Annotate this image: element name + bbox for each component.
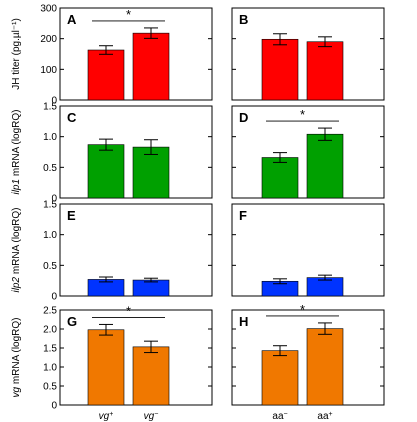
x-category-sup: − (284, 411, 288, 418)
panel-label: E (67, 208, 76, 223)
bar (87, 49, 125, 101)
x-category-label: vg− (144, 411, 159, 422)
bar (261, 157, 299, 199)
panel-G: G 0 0.5 1.0 1.5 2.0 2.5 vg mRNA (logRQ) * (11, 303, 213, 412)
x-category-sup: + (109, 411, 113, 418)
y-tick-label: 0.5 (43, 163, 57, 174)
y-tick-label: 2.5 (43, 306, 57, 317)
y-tick-label: 0 (51, 292, 57, 303)
y-tick-label: 1.5 (43, 200, 57, 211)
y-tick-label: 0 (51, 96, 57, 107)
y-tick-label: 0 (51, 194, 57, 205)
y-tick-label: 200 (40, 34, 57, 45)
x-category-sup: + (329, 411, 333, 418)
y-axis-label: JH titer (pg.µl⁻¹) (11, 18, 22, 90)
panel-C: C 0 0.5 1.0 1.5 ilp1 mRNA (logRQ) (11, 102, 213, 205)
y-axis-label-gene: ilp2 (11, 277, 22, 293)
bar (306, 328, 344, 406)
panel-B: B (231, 7, 385, 101)
panel-D: D * (231, 105, 385, 199)
bar (132, 346, 170, 406)
y-axis-label-unit: mRNA (logRQ) (11, 207, 22, 276)
y-tick-label: 2.0 (43, 325, 57, 336)
y-axis-label-gene: ilp1 (11, 179, 22, 195)
bar (261, 350, 299, 406)
panel-E: E 0 0.5 1.0 1.5 ilp2 mRNA (logRQ) (11, 200, 213, 303)
bar (87, 144, 125, 199)
bar (132, 279, 170, 297)
panel-label: H (239, 314, 248, 329)
x-category-base: vg (144, 411, 155, 422)
x-category-label: aa− (272, 411, 287, 422)
y-tick-label: 1.5 (43, 344, 57, 355)
panel-label: C (67, 110, 77, 125)
panel-label: G (67, 314, 77, 329)
significance-star: * (126, 7, 131, 22)
x-category-label: aa+ (317, 411, 332, 422)
y-tick-label: 0.5 (43, 382, 57, 393)
x-category-sup: − (154, 411, 158, 418)
x-category-label: vg+ (99, 411, 114, 422)
panel-label: F (239, 208, 247, 223)
bar (261, 38, 299, 101)
panel-H: H* (231, 302, 385, 406)
x-category-base: vg (99, 411, 110, 422)
y-axis-label: vg mRNA (logRQ) (11, 317, 22, 397)
y-tick-label: 100 (40, 65, 57, 76)
panel-label: B (239, 12, 248, 27)
x-category-base: aa (317, 411, 329, 422)
y-tick-label: 1.0 (43, 230, 57, 241)
panel-F: F (231, 203, 385, 297)
bar (132, 32, 170, 101)
bar (87, 329, 125, 406)
y-tick-label: 0 (51, 401, 57, 412)
y-axis-label-unit: mRNA (logRQ) (11, 109, 22, 178)
y-axis-label-unit: mRNA (logRQ) (11, 317, 22, 386)
y-axis-label: ilp1 mRNA (logRQ) (11, 109, 22, 194)
x-category-base: aa (272, 411, 284, 422)
y-axis-label-gene: vg (11, 387, 22, 398)
y-tick-label: 300 (40, 4, 57, 15)
significance-star: * (300, 302, 305, 317)
y-tick-label: 1.5 (43, 102, 57, 113)
y-tick-label: 1.0 (43, 132, 57, 143)
panel-label: A (67, 12, 77, 27)
significance-star: * (126, 303, 131, 318)
bar (306, 133, 344, 199)
significance-star: * (300, 107, 305, 122)
panel-A: A 0 100 200 300 JH titer (pg.µl⁻¹) * (11, 4, 213, 107)
y-tick-label: 0.5 (43, 261, 57, 272)
panel-label: D (239, 110, 248, 125)
bar (132, 146, 170, 199)
y-axis-label: ilp2 mRNA (logRQ) (11, 207, 22, 292)
y-tick-label: 1.0 (43, 363, 57, 374)
bar (306, 41, 344, 101)
